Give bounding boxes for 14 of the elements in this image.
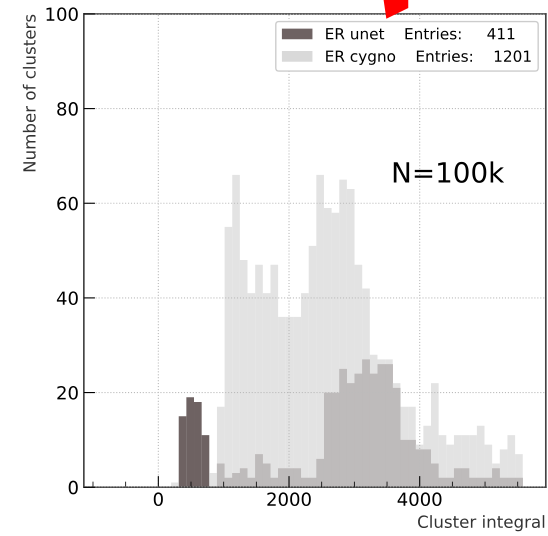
annotation: N=100k: [394, 161, 504, 183]
x-axis-title: Cluster integral: [418, 515, 544, 532]
y-tick-label: 40: [56, 291, 78, 306]
y-tick-label: 80: [57, 102, 78, 116]
y-tick-label: 60: [57, 196, 78, 210]
legend-label: ER unet Entries: 411: [326, 28, 514, 40]
y-axis-title: Number of clusters: [22, 14, 36, 172]
x-tick-label: 2000: [267, 492, 311, 506]
y-tick-label: 20: [57, 386, 78, 400]
legend-label: ER cygno Entries: 1201: [326, 50, 531, 65]
y-tick-label: 100: [46, 7, 78, 22]
x-tick-label: 0: [154, 492, 163, 506]
y-tick-label: 0: [68, 480, 78, 494]
x-tick-label: 4000: [398, 492, 442, 506]
